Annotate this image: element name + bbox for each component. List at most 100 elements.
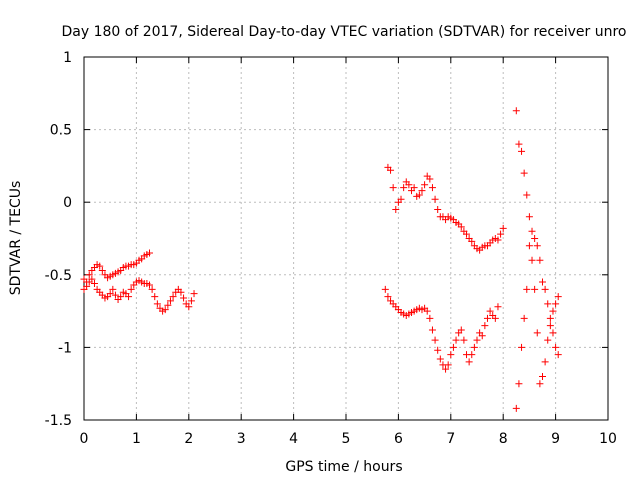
x-tick-label: 7 [446, 431, 455, 447]
data-point [117, 293, 125, 301]
data-point [452, 336, 460, 344]
data-point [554, 293, 562, 301]
data-point [544, 336, 552, 344]
data-point [533, 329, 541, 337]
data-point [436, 355, 444, 363]
data-point [531, 285, 539, 293]
data-point [486, 307, 494, 315]
data-point [460, 336, 468, 344]
data-point [177, 288, 185, 296]
x-tick-label: 8 [499, 431, 508, 447]
data-point [185, 303, 193, 311]
data-point [539, 372, 546, 380]
x-tick-label: 5 [342, 431, 351, 447]
data-point [470, 343, 478, 351]
data-point [148, 285, 156, 293]
data-point [552, 300, 560, 308]
data-point [554, 351, 562, 359]
data-point [423, 307, 431, 315]
data-point [494, 236, 502, 244]
data-point [125, 293, 133, 301]
data-point [85, 271, 93, 279]
data-point [397, 195, 405, 203]
data-point [83, 282, 91, 290]
y-tick-label: 0.5 [50, 123, 72, 139]
data-point [457, 326, 465, 334]
data-point [387, 166, 395, 174]
x-tick-label: 9 [551, 431, 560, 447]
series-segment-2-upper [384, 163, 507, 254]
x-tick-label: 0 [80, 431, 89, 447]
data-point [164, 301, 172, 309]
data-point [389, 184, 397, 192]
data-point [146, 281, 153, 289]
data-point [447, 351, 455, 359]
data-point [106, 290, 114, 298]
data-point [428, 184, 436, 192]
data-point [549, 329, 557, 337]
data-point [483, 314, 491, 322]
y-tick-label: 1 [63, 50, 72, 66]
data-point [111, 291, 119, 299]
x-tick-label: 6 [394, 431, 403, 447]
data-point [520, 169, 528, 177]
y-tick-label: 0 [63, 195, 72, 211]
x-tick-label: 2 [184, 431, 193, 447]
series-segment-2-lower [381, 285, 502, 373]
series-segment-3-upper [512, 107, 562, 322]
series-segment-3-lower [512, 242, 562, 412]
data-point [491, 314, 499, 322]
data-point [465, 358, 473, 366]
data-point [546, 322, 554, 330]
data-point [528, 256, 536, 264]
y-axis-label: SDTVAR / TECUs [8, 181, 24, 296]
y-tick-label: -0.5 [45, 268, 72, 284]
data-point [410, 184, 418, 192]
data-point [421, 181, 429, 189]
data-point [166, 297, 174, 305]
data-point [381, 285, 389, 293]
x-tick-label: 10 [599, 431, 617, 447]
data-point [190, 290, 198, 298]
data-point [96, 262, 104, 270]
x-tick-label: 1 [132, 431, 141, 447]
data-point [549, 307, 557, 315]
data-point [468, 351, 476, 359]
data-point [392, 205, 400, 213]
data-point [512, 404, 520, 412]
data-point [90, 280, 98, 288]
x-tick-label: 3 [237, 431, 246, 447]
data-point [539, 278, 546, 286]
data-point [552, 343, 560, 351]
data-point [523, 285, 531, 293]
data-point [481, 322, 489, 330]
data-point [533, 242, 541, 250]
data-point [161, 306, 169, 314]
data-point [426, 314, 434, 322]
data-point [523, 191, 531, 199]
data-point [546, 314, 554, 322]
data-point [520, 314, 528, 322]
data-point [525, 213, 533, 221]
data-point [544, 300, 552, 308]
data-point [384, 293, 392, 301]
data-point [400, 184, 408, 192]
data-point [518, 147, 526, 155]
data-point [457, 223, 465, 231]
data-point [463, 230, 471, 238]
data-point [518, 343, 526, 351]
data-point [444, 361, 452, 369]
data-point [449, 343, 457, 351]
data-points [80, 107, 562, 412]
data-point [127, 285, 135, 293]
data-point [497, 230, 505, 238]
data-point [473, 336, 481, 344]
data-point [415, 191, 423, 199]
data-point [528, 227, 536, 235]
x-axis-label: GPS time / hours [285, 459, 402, 475]
data-point [434, 346, 442, 354]
data-point [109, 285, 117, 293]
data-point [153, 300, 161, 308]
